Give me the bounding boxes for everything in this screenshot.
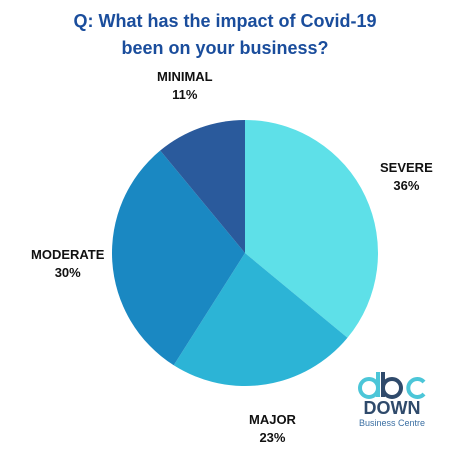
down-business-centre-logo: DOWN Business Centre — [353, 370, 431, 432]
slice-value-label: 23% — [259, 430, 286, 445]
logo-name: DOWN — [363, 398, 421, 418]
slice-value-label: 11% — [172, 87, 198, 102]
slice-category-label: MAJOR — [249, 412, 296, 427]
pie-slice-major — [173, 253, 348, 386]
chart-title-line-2: been on your business? — [121, 38, 329, 58]
slice-value-label: 30% — [54, 265, 81, 280]
slice-category-label: SEVERE — [380, 160, 433, 175]
slice-label-major: MAJOR 23% — [249, 411, 296, 447]
chart-title: Q: What has the impact of Covid-19 been … — [0, 8, 450, 62]
slice-category-label: MINIMAL — [157, 69, 213, 84]
slice-label-minimal: MINIMAL 11% — [157, 68, 213, 104]
pie-slice-severe — [245, 120, 379, 338]
slice-category-label: MODERATE — [31, 247, 105, 262]
slice-label-moderate: MODERATE 30% — [31, 246, 104, 282]
logo-subtitle: Business Centre — [358, 418, 426, 428]
slice-value-label: 36% — [393, 178, 420, 193]
pie-slice-minimal — [160, 120, 245, 253]
pie-slice-moderate — [111, 150, 245, 366]
dbc-logo-mark — [358, 372, 426, 399]
slice-label-severe: SEVERE 36% — [380, 159, 433, 195]
chart-title-line-1: Q: What has the impact of Covid-19 — [73, 11, 377, 31]
